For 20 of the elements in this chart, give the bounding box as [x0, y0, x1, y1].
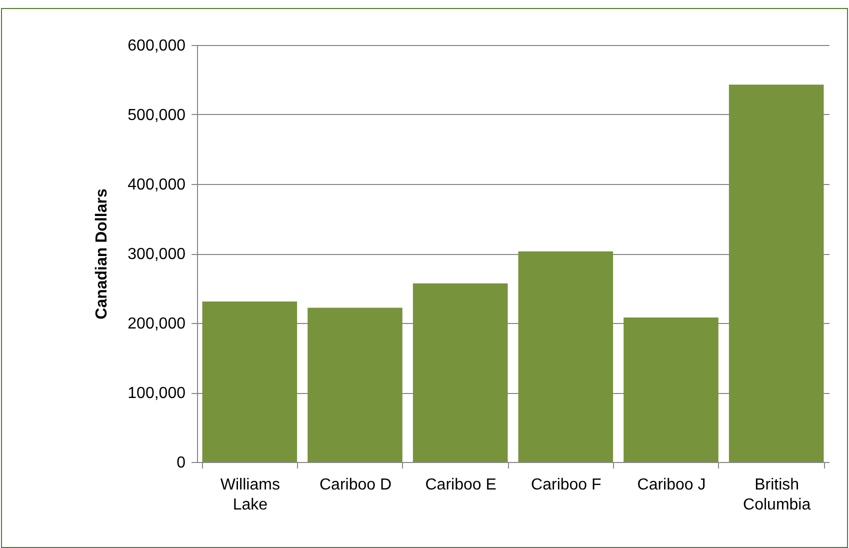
- x-tick-label: Cariboo E: [425, 476, 496, 494]
- x-tick-label: Cariboo F: [531, 476, 602, 494]
- y-tick-label: 200,000: [128, 316, 186, 332]
- y-tick-label: 600,000: [128, 38, 186, 54]
- y-tick-label: 0: [176, 454, 186, 472]
- x-tick-label: Cariboo D: [319, 476, 392, 494]
- y-axis-title: Canadian Dollars: [94, 188, 111, 320]
- bar: [308, 308, 402, 462]
- bar: [202, 301, 298, 462]
- y-tick-label: 500,000: [128, 107, 186, 124]
- bar: [624, 317, 718, 462]
- bar: [518, 251, 614, 462]
- y-tick-label: 300,000: [128, 246, 186, 263]
- y-tick-label: 100,000: [128, 385, 186, 402]
- bar: [412, 283, 508, 462]
- x-tick-label: British Columbia: [743, 476, 811, 514]
- bar: [728, 84, 824, 462]
- x-tick-label: Williams Lake: [220, 476, 280, 514]
- y-tick-label: 400,000: [128, 176, 186, 194]
- x-tick-label: Cariboo J: [637, 476, 706, 494]
